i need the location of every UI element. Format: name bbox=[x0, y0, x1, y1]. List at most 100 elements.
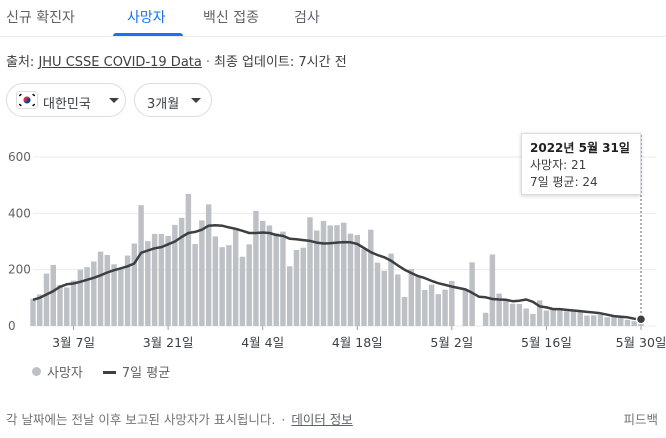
region-dropdown[interactable]: 대한민국 bbox=[6, 83, 126, 117]
bar bbox=[449, 280, 455, 326]
bar bbox=[205, 204, 212, 326]
source-link[interactable]: JHU CSSE COVID-19 Data bbox=[38, 55, 202, 70]
bar bbox=[381, 270, 388, 326]
tooltip-deaths: 사망자: 21 bbox=[530, 158, 587, 172]
average-line bbox=[32, 223, 642, 321]
bar bbox=[422, 289, 428, 326]
bar bbox=[185, 193, 192, 326]
chevron-down-icon bbox=[191, 98, 201, 103]
bar bbox=[361, 249, 367, 326]
bar bbox=[111, 264, 117, 326]
bar bbox=[199, 220, 205, 326]
x-tick-label: 5월 16일 bbox=[521, 335, 572, 350]
tooltip-average: 7일 평균: 24 bbox=[530, 175, 598, 189]
tab-bar: 신규 확진자 사망자 백신 접종 검사 bbox=[0, 0, 666, 37]
bar bbox=[347, 233, 354, 326]
line-legend-marker bbox=[102, 371, 116, 374]
bar bbox=[590, 315, 597, 326]
bar bbox=[118, 268, 124, 326]
bar bbox=[97, 251, 104, 326]
feedback-link[interactable]: 피드백 bbox=[623, 412, 658, 427]
bar bbox=[280, 231, 286, 326]
bar bbox=[523, 308, 529, 326]
bar bbox=[124, 255, 131, 326]
bar bbox=[374, 262, 381, 326]
active-tab-indicator bbox=[113, 33, 183, 36]
deaths-chart[interactable]: 0 200 400 600 3월 7일 3월 21일 4월 4일 4월 18일 5월 2일 5월 … bbox=[0, 135, 666, 350]
bar bbox=[395, 274, 401, 326]
bar bbox=[577, 311, 583, 326]
data-info-link[interactable]: 데이터 정보 bbox=[291, 412, 353, 427]
bar bbox=[246, 244, 252, 326]
bar bbox=[30, 298, 36, 326]
bar bbox=[401, 296, 408, 326]
bar bbox=[503, 300, 509, 326]
chart-legend: 사망자 7일 평균 bbox=[32, 362, 170, 381]
tab-deaths[interactable]: 사망자 bbox=[127, 10, 166, 26]
bar bbox=[37, 294, 43, 326]
bar bbox=[584, 315, 590, 326]
bar bbox=[165, 235, 171, 326]
bar bbox=[388, 253, 394, 326]
hover-point bbox=[635, 313, 647, 325]
bar bbox=[509, 303, 516, 326]
legend-deaths: 사망자 bbox=[47, 366, 83, 381]
region-dropdown-label: 대한민국 bbox=[43, 97, 91, 112]
bar bbox=[314, 230, 320, 326]
bar bbox=[496, 293, 502, 326]
korea-flag-icon bbox=[17, 92, 37, 108]
x-tick-label: 5월 30일 bbox=[616, 335, 666, 350]
bar bbox=[368, 229, 374, 326]
tab-new-cases[interactable]: 신규 확진자 bbox=[6, 10, 75, 26]
y-tick-label: 600 bbox=[8, 150, 31, 164]
bar-legend-marker bbox=[32, 367, 41, 376]
bar bbox=[550, 309, 556, 326]
bar bbox=[428, 284, 435, 326]
bar bbox=[334, 225, 340, 326]
bar bbox=[536, 300, 543, 326]
tab-tests[interactable]: 검사 bbox=[294, 10, 320, 26]
bar bbox=[341, 222, 347, 326]
bar bbox=[266, 225, 273, 326]
range-dropdown-label: 3개월 bbox=[147, 97, 180, 112]
bar bbox=[327, 225, 333, 326]
bar bbox=[415, 275, 421, 326]
separator-dot: · bbox=[205, 55, 210, 70]
bar bbox=[212, 236, 219, 326]
bar bbox=[442, 289, 448, 326]
bar bbox=[530, 313, 536, 326]
bar bbox=[482, 312, 489, 326]
bar bbox=[320, 220, 327, 326]
separator-dot: · bbox=[281, 412, 286, 427]
bar bbox=[77, 269, 84, 326]
bar bbox=[84, 267, 90, 326]
bar bbox=[631, 321, 637, 326]
y-tick-label: 0 bbox=[8, 319, 16, 333]
x-tick-label: 5월 2일 bbox=[430, 335, 473, 350]
bar bbox=[57, 284, 63, 326]
bar bbox=[293, 249, 300, 326]
bar bbox=[172, 224, 178, 326]
legend-average: 7일 평균 bbox=[121, 366, 171, 381]
bar bbox=[178, 217, 185, 326]
tooltip-date: 2022년 5월 31일 bbox=[530, 141, 630, 155]
bar bbox=[64, 287, 70, 326]
x-tick-label: 4월 4일 bbox=[241, 335, 284, 350]
footer-note-line: 각 날짜에는 전날 이후 보고된 사망자가 표시됩니다. · 데이터 정보 bbox=[6, 409, 353, 428]
bar bbox=[43, 273, 50, 326]
chart-tooltip: 2022년 5월 31일 사망자: 21 7일 평균: 24 bbox=[521, 133, 641, 195]
bar bbox=[259, 220, 266, 326]
bar bbox=[131, 243, 138, 326]
bar bbox=[253, 210, 259, 326]
bar bbox=[232, 227, 239, 326]
bar bbox=[273, 233, 279, 326]
bar bbox=[192, 244, 198, 326]
bar bbox=[354, 235, 360, 326]
bar bbox=[543, 310, 550, 326]
bar bbox=[604, 317, 610, 326]
bar bbox=[563, 311, 570, 326]
tab-vaccinations[interactable]: 백신 접종 bbox=[203, 10, 259, 26]
range-dropdown[interactable]: 3개월 bbox=[134, 83, 212, 117]
bar bbox=[307, 217, 313, 326]
bar bbox=[435, 294, 442, 326]
